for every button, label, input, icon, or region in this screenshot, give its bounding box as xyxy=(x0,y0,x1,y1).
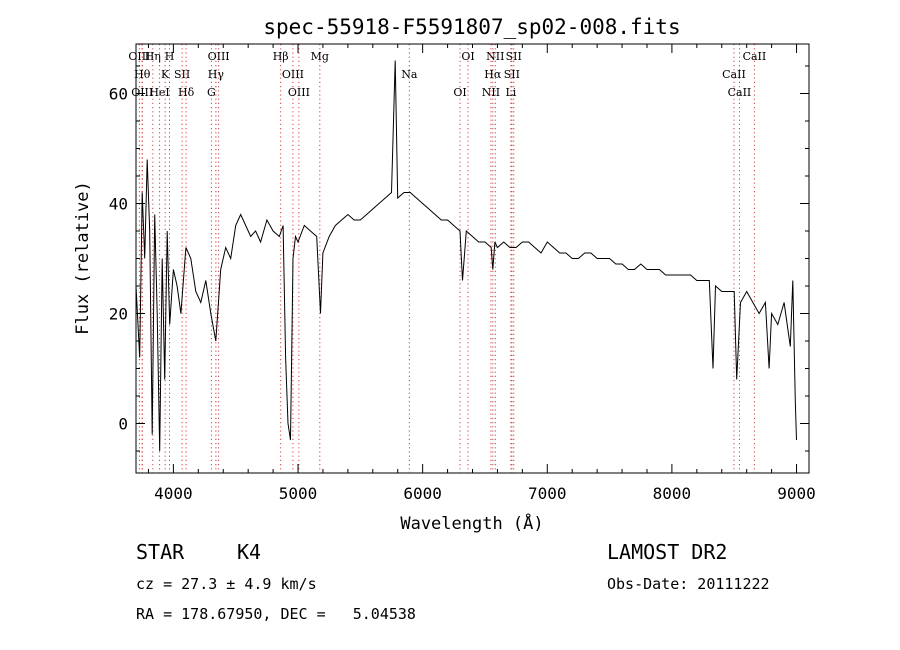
line-label-5: HeI xyxy=(149,86,169,99)
line-label-27: CaII xyxy=(743,50,767,63)
y-axis-label: Flux (relative) xyxy=(73,181,93,335)
line-label-21: NII xyxy=(486,50,504,63)
line-label-25: CaII xyxy=(722,68,746,81)
line-label-15: Mg xyxy=(311,50,329,63)
observation-date: Obs-Date: 20111222 xyxy=(607,575,770,593)
spectrum-line-0 xyxy=(135,60,797,452)
x-tick-label-1: 5000 xyxy=(279,484,318,503)
y-tick-label-1: 20 xyxy=(109,305,128,324)
line-label-13: OIII xyxy=(282,68,304,81)
survey-name: LAMOST DR2 xyxy=(607,540,728,564)
line-label-14: OIII xyxy=(288,86,310,99)
line-label-6: H xyxy=(165,50,175,63)
line-label-0: OIII xyxy=(128,50,150,63)
line-label-7: SII xyxy=(174,68,190,81)
chart-title: spec-55918-F5591807_sp02-008.fits xyxy=(263,15,680,39)
redshift-cz: cz = 27.3 ± 4.9 km/s xyxy=(136,575,317,593)
line-label-9: OIII xyxy=(208,50,230,63)
x-axis-label: Wavelength (Å) xyxy=(400,512,543,534)
x-tick-label-0: 4000 xyxy=(154,484,193,503)
line-label-23: Li xyxy=(505,86,516,99)
line-label-12: Hβ xyxy=(273,50,289,63)
object-subclass: K4 xyxy=(237,540,262,564)
y-tick-label-3: 60 xyxy=(109,85,128,104)
line-label-17: OI xyxy=(453,86,466,99)
x-tick-label-4: 8000 xyxy=(653,484,692,503)
line-label-10: Hγ xyxy=(208,68,225,81)
line-label-3: Hη xyxy=(145,50,161,63)
x-tick-label-5: 9000 xyxy=(777,484,816,503)
coordinates: RA = 178.67950, DEC = 5.04538 xyxy=(136,605,416,623)
y-tick-label-2: 40 xyxy=(109,195,128,214)
line-label-2: OIII xyxy=(131,86,153,99)
line-label-24: SII xyxy=(506,50,522,63)
line-label-4: K xyxy=(161,68,170,81)
object-class: STAR xyxy=(136,540,185,564)
line-label-22: SII xyxy=(504,68,520,81)
y-tick-label-0: 0 xyxy=(118,415,128,434)
line-label-8: Hδ xyxy=(178,86,195,99)
x-tick-label-3: 7000 xyxy=(528,484,567,503)
plot-frame xyxy=(135,43,810,474)
line-label-11: G xyxy=(207,86,216,99)
line-label-19: Hα xyxy=(484,68,502,81)
line-label-16: Na xyxy=(401,68,418,81)
line-label-1: Hθ xyxy=(134,68,151,81)
line-label-26: CaII xyxy=(728,86,752,99)
line-label-18: OI xyxy=(461,50,474,63)
x-tick-label-2: 6000 xyxy=(403,484,442,503)
line-label-20: NII xyxy=(482,86,500,99)
